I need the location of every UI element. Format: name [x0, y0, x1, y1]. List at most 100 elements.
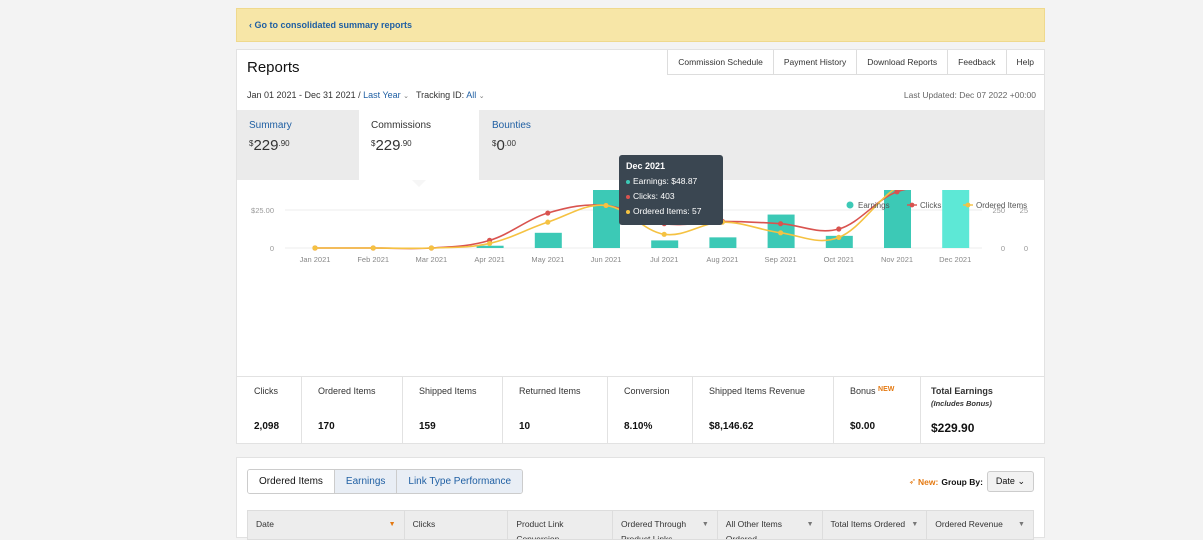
new-badge: NEW: [878, 386, 895, 393]
x-tick-label: Feb 2021: [357, 255, 389, 264]
col-total-items[interactable]: Total Items Ordered ▼: [823, 511, 928, 539]
x-tick-label: Nov 2021: [881, 255, 913, 264]
legend-marker: [846, 201, 854, 209]
tab-bounties-label: Bounties: [492, 120, 531, 131]
tracking-id-label: Tracking ID:: [416, 90, 465, 100]
nav-download-reports[interactable]: Download Reports: [857, 50, 949, 74]
consolidated-reports-link[interactable]: ‹ Go to consolidated summary reports: [249, 20, 413, 30]
nav-payment-history[interactable]: Payment History: [774, 50, 858, 74]
legend-label: Ordered Items: [976, 201, 1027, 210]
right-tick-label: 0: [1001, 244, 1005, 253]
clicks-point: [778, 221, 784, 227]
tooltip-title: Dec 2021: [626, 161, 666, 171]
ordered-items-point: [545, 219, 551, 225]
ordered-items-point: [836, 234, 842, 240]
earnings-bar: [884, 190, 911, 248]
stat-conversion: Conversion 8.10%: [608, 377, 693, 444]
tab-bounties[interactable]: Bounties $0.00: [480, 110, 600, 180]
clicks-point: [894, 190, 900, 195]
group-by-select[interactable]: Date ⌄: [986, 471, 1034, 492]
x-tick-label: Aug 2021: [706, 255, 738, 264]
nav-commission-schedule[interactable]: Commission Schedule: [668, 50, 774, 74]
earnings-chart: 000$25.0025025$50.0050050$75.0075075Jan …: [251, 190, 1028, 264]
tab-ordered-items[interactable]: Ordered Items: [248, 470, 334, 493]
tooltip-ordered-items: Ordered Items: 57: [626, 204, 716, 219]
tab-commissions[interactable]: Commissions $229.90: [359, 110, 479, 182]
legend-label: Clicks: [920, 201, 941, 210]
group-by-control: ➶ New: Group By: Date ⌄: [909, 471, 1034, 492]
ordered-items-point: [312, 245, 318, 251]
stat-ordered-items: Ordered Items 170: [302, 377, 403, 444]
stat-clicks: Clicks 2,098: [237, 377, 302, 444]
earnings-bar: [651, 240, 679, 248]
tab-summary-label: Summary: [249, 120, 292, 131]
chart-tooltip: Dec 2021 Earnings: $48.87 Clicks: 403 Or…: [619, 155, 723, 225]
ordered-items-point: [603, 202, 609, 209]
table-header: Date ▼ Clicks Product Link Conversion Ord…: [247, 510, 1034, 540]
tab-link-type-performance[interactable]: Link Type Performance: [396, 470, 523, 493]
stat-returned-items: Returned Items 10: [503, 377, 608, 444]
x-tick-label: Jan 2021: [300, 255, 331, 264]
col-ordered-through-links[interactable]: Ordered Through Product Links ▼: [613, 511, 718, 539]
legend-marker: [965, 202, 971, 208]
ordered-items-point: [661, 231, 667, 237]
rocket-icon: ➶: [908, 476, 917, 486]
left-tick-label: $25.00: [251, 206, 274, 215]
earnings-bar: [476, 245, 504, 248]
clicks-point: [545, 210, 551, 216]
chevron-down-icon: ⌄: [478, 93, 485, 100]
col-clicks[interactable]: Clicks: [405, 511, 509, 539]
right2-tick-label: 0: [1024, 244, 1028, 253]
tooltip-clicks: Clicks: 403: [626, 189, 716, 204]
stat-total-earnings: Total Earnings (Includes Bonus) $229.90: [931, 386, 993, 435]
x-tick-label: Mar 2021: [416, 255, 448, 264]
earnings-bar: [709, 237, 737, 248]
x-tick-label: Apr 2021: [474, 255, 504, 264]
sort-arrow-icon: ▼: [701, 521, 709, 528]
tab-commissions-value: $229.90: [371, 137, 412, 154]
right-tick-label: 250: [992, 206, 1005, 215]
x-tick-label: Dec 2021: [939, 255, 971, 264]
earnings-bar: [593, 190, 620, 248]
sort-arrow-icon: ▼: [388, 521, 396, 528]
stats-row: Clicks 2,098 Ordered Items 170 Shipped Ite…: [237, 376, 1044, 444]
left-tick-label: 0: [270, 244, 274, 253]
col-all-other-items[interactable]: All Other Items Ordered ▼: [718, 511, 823, 539]
clicks-point: [836, 226, 842, 232]
last-updated: Last Updated: Dec 07 2022 +00:00: [903, 90, 1036, 100]
tab-summary-value: $229.90: [249, 137, 290, 154]
top-nav: Commission Schedule Payment History Down…: [667, 50, 1044, 75]
chevron-down-icon: ⌄: [403, 93, 411, 100]
col-ordered-revenue[interactable]: Ordered Revenue ▼: [927, 511, 1033, 539]
ordered-items-point: [778, 230, 784, 236]
date-filter-row: Jan 01 2021 - Dec 31 2021 / Last Year ⌄ …: [247, 90, 485, 100]
x-tick-label: Oct 2021: [824, 255, 854, 264]
page-title: Reports: [247, 59, 300, 76]
x-tick-label: Jul 2021: [650, 255, 678, 264]
x-tick-label: May 2021: [531, 255, 564, 264]
period-dropdown[interactable]: Last Year: [363, 90, 401, 100]
ordered-items-point: [487, 240, 493, 247]
legend-label: Earnings: [858, 201, 890, 210]
date-range: Jan 01 2021 - Dec 31 2021 /: [247, 90, 361, 100]
sort-arrow-icon: ▼: [806, 521, 814, 528]
ordered-items-point: [428, 245, 434, 251]
tab-earnings[interactable]: Earnings: [333, 470, 397, 493]
tab-bounties-value: $0.00: [492, 137, 516, 154]
nav-feedback[interactable]: Feedback: [948, 50, 1007, 74]
sort-arrow-icon: ▼: [1018, 521, 1025, 528]
detail-card: Ordered Items Earnings Link Type Perform…: [236, 457, 1045, 540]
stat-bonus: Bonus NEW $0.00: [834, 377, 921, 444]
col-date[interactable]: Date ▼: [248, 511, 405, 539]
ordered-items-point: [370, 245, 376, 251]
stat-shipped-revenue: Shipped Items Revenue $8,146.62: [693, 377, 834, 444]
nav-help[interactable]: Help: [1016, 57, 1034, 67]
col-product-link-conversion[interactable]: Product Link Conversion: [508, 511, 614, 539]
group-by-label: Group By:: [941, 476, 983, 487]
chevron-down-icon: ⌄: [1017, 476, 1025, 486]
tab-summary[interactable]: Summary $229.90: [237, 110, 357, 180]
active-tab-caret: [412, 180, 426, 187]
stat-shipped-items: Shipped Items 159: [403, 377, 503, 444]
right2-tick-label: 25: [1020, 206, 1028, 215]
tracking-id-dropdown[interactable]: All: [466, 90, 477, 100]
